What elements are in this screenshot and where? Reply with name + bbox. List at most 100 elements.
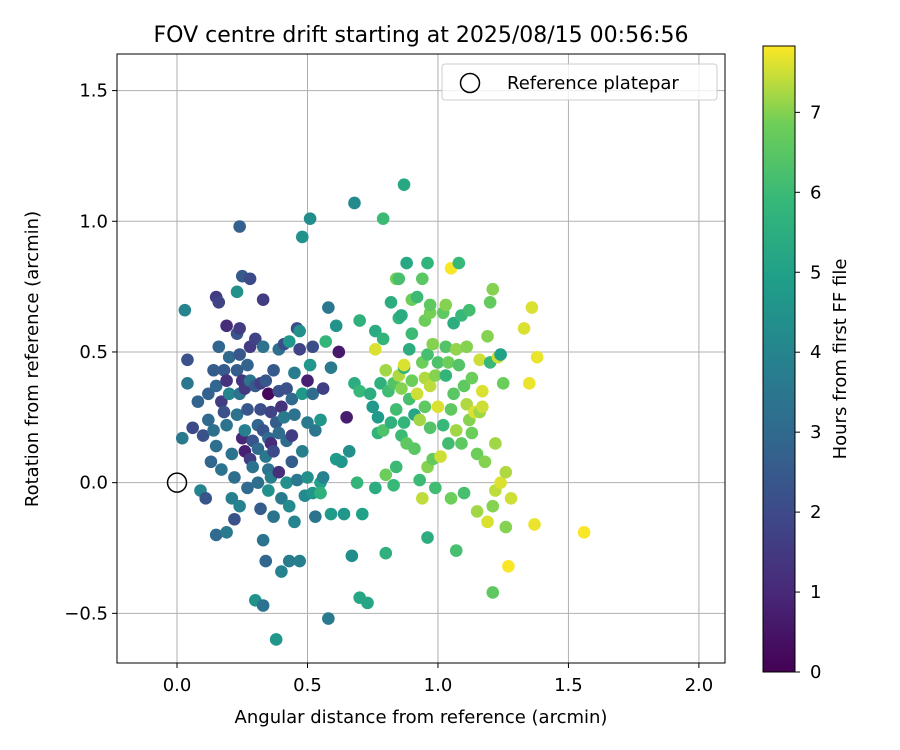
scatter-point: [233, 348, 246, 361]
scatter-point: [462, 303, 476, 317]
scatter-point: [259, 374, 273, 388]
scatter-point: [413, 413, 426, 427]
x-tick-label: 1.0: [424, 675, 453, 696]
scatter-point: [444, 492, 458, 505]
x-axis-label: Angular distance from reference (arcmin): [235, 707, 608, 728]
scatter-point: [233, 499, 246, 513]
scatter-point: [473, 353, 487, 367]
scatter-point: [181, 353, 194, 367]
y-tick-label: −0.5: [64, 603, 108, 624]
x-tick-label: 1.5: [554, 675, 583, 696]
scatter-point: [306, 387, 320, 401]
scatter-point: [209, 528, 223, 542]
scatter-point: [246, 460, 259, 474]
scatter-point: [384, 416, 398, 429]
scatter-point: [267, 510, 280, 523]
scatter-point: [494, 348, 507, 361]
scatter-point: [212, 296, 226, 309]
scatter-point: [207, 424, 220, 437]
scatter-point: [209, 439, 223, 453]
scatter-point: [376, 424, 390, 437]
colorbar-gradient: [762, 45, 796, 673]
scatter-point: [496, 377, 510, 390]
scatter-point: [332, 345, 346, 359]
scatter-point: [371, 411, 385, 424]
scatter-point: [285, 392, 299, 406]
scatter-point: [376, 332, 390, 346]
scatter-point: [389, 460, 403, 474]
scatter-point: [436, 418, 450, 432]
colorbar-tick-label: 6: [810, 182, 821, 203]
colorbar-tick-label: 5: [810, 262, 821, 283]
scatter-point: [282, 554, 296, 568]
y-tick-label: 0.5: [79, 342, 108, 363]
scatter-point: [309, 510, 322, 523]
y-axis-label: Rotation from reference (arcmin): [22, 211, 43, 507]
scatter-point: [577, 526, 591, 539]
scatter-point: [483, 296, 497, 309]
scatter-point: [439, 369, 453, 382]
scatter-point: [530, 350, 544, 364]
scatter-point: [285, 455, 299, 469]
scatter-point: [280, 476, 293, 489]
scatter-point: [322, 612, 335, 625]
scatter-point: [447, 316, 460, 330]
scatter-point: [256, 533, 270, 547]
scatter-point: [267, 444, 280, 458]
scatter-point: [421, 256, 434, 270]
scatter-point: [264, 405, 278, 419]
scatter-point: [301, 374, 314, 388]
scatter-point: [293, 324, 306, 338]
scatter-point: [418, 400, 432, 414]
scatter-point: [374, 377, 387, 390]
scatter-point: [220, 418, 233, 432]
colorbar: 0 1 2 3 4 5 6 7 Hours from first FF file: [762, 45, 851, 683]
scatter-point: [416, 272, 429, 286]
scatter-point: [449, 544, 463, 557]
scatter-point: [460, 397, 473, 411]
scatter-point: [251, 442, 265, 455]
scatter-point: [405, 327, 419, 340]
scatter-point: [275, 492, 288, 505]
scatter-point: [220, 319, 233, 333]
scatter-point: [426, 337, 440, 351]
scatter-point: [392, 272, 406, 286]
scatter-point: [230, 363, 244, 377]
scatter-point: [348, 196, 361, 210]
scatter-points: [175, 178, 591, 646]
scatter-point: [295, 444, 309, 458]
scatter-point: [439, 298, 453, 312]
scatter-point: [262, 484, 275, 497]
scatter-point: [363, 387, 377, 401]
scatter-point: [429, 481, 442, 495]
scatter-point: [499, 520, 513, 534]
scatter-point: [230, 285, 244, 299]
scatter-point: [387, 478, 400, 492]
scatter-point: [256, 293, 270, 306]
y-tick-label: 0.0: [79, 473, 108, 494]
scatter-point: [225, 447, 239, 461]
scatter-point: [191, 395, 205, 408]
scatter-point: [241, 403, 254, 416]
scatter-point: [202, 387, 215, 401]
scatter-point: [353, 314, 366, 327]
scatter-point: [222, 350, 236, 364]
scatter-point: [366, 400, 380, 414]
scatter-point: [238, 424, 252, 437]
scatter-point: [452, 358, 466, 372]
x-tick-label: 2.0: [685, 675, 714, 696]
scatter-point: [272, 426, 286, 440]
colorbar-tick-label: 1: [810, 582, 821, 603]
scatter-point: [369, 481, 382, 495]
scatter-point: [460, 340, 473, 354]
scatter-point: [290, 473, 304, 487]
scatter-point: [379, 546, 393, 560]
scatter-point: [522, 377, 536, 390]
scatter-point: [288, 515, 301, 529]
scatter-point: [421, 531, 434, 544]
scatter-point: [202, 413, 215, 427]
scatter-point: [233, 322, 246, 335]
scatter-point: [254, 403, 267, 416]
scatter-point: [301, 416, 314, 429]
